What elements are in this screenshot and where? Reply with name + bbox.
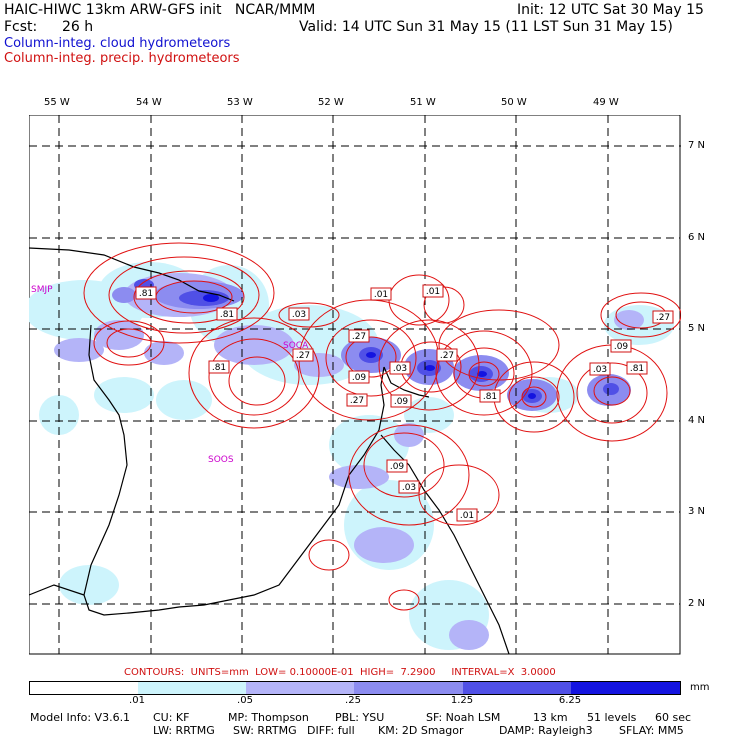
vertical-levels: 51 levels — [587, 711, 637, 724]
pbl-scheme: PBL: YSU — [335, 711, 385, 724]
damping-option: DAMP: Rayleigh3 — [499, 724, 593, 737]
station-soos: SOOS — [208, 455, 234, 465]
forecast-map: .01 .01 .03 .27 .27 .27 .81 .81 .09 .03 … — [29, 115, 681, 655]
contour-label: .27 — [346, 393, 368, 407]
contour-label-text: .27 — [440, 351, 454, 361]
eddy-coefficient-option: KM: 2D Smagor — [378, 724, 464, 737]
contour-label: .09 — [390, 394, 412, 408]
contour-label: .03 — [288, 307, 310, 321]
contour-label-text: .09 — [390, 462, 405, 472]
colorbar-tick: 6.25 — [558, 695, 582, 706]
coastlines — [29, 247, 510, 655]
colorbar — [29, 681, 681, 695]
contour-label: .01 — [422, 284, 444, 298]
contour-label-text: .01 — [460, 511, 474, 521]
lat-label-3n: 3 N — [688, 506, 706, 517]
lon-label-54w: 54 W — [136, 97, 162, 108]
field-precip-label: Column-integ. precip. hydrometeors — [4, 51, 240, 66]
lon-label-51w: 51 W — [410, 97, 436, 108]
contour-label: .81 — [135, 286, 157, 300]
lat-label-4n: 4 N — [688, 415, 706, 426]
contour-label: .81 — [208, 360, 230, 374]
contour-label: .27 — [652, 310, 674, 324]
contour-label: .01 — [456, 508, 478, 522]
init-time: Init: 12 UTC Sat 30 May 15 — [517, 2, 704, 18]
contours-info: CONTOURS: UNITS=mm LOW= 0.10000E-01 HIGH… — [124, 667, 556, 678]
contour-label: .03 — [589, 362, 611, 376]
contour-label-text: .09 — [352, 373, 367, 383]
field-cloud-label: Column-integ. cloud hydrometeors — [4, 36, 231, 51]
contour-label-text: .09 — [394, 397, 409, 407]
contour-label-text: .01 — [374, 290, 388, 300]
colorbar-segment — [354, 682, 463, 694]
contour-label-text: .03 — [402, 483, 416, 493]
contour-label: .01 — [370, 287, 392, 301]
lon-label-53w: 53 W — [227, 97, 253, 108]
station-smjp: SMJP — [31, 285, 53, 295]
grid-spacing: 13 km — [533, 711, 568, 724]
surface-layer-scheme: SFLAY: MM5 — [619, 724, 684, 737]
colorbar-tick: .25 — [345, 695, 361, 706]
forecast-label: Fcst: — [4, 19, 38, 35]
contour-label: .09 — [610, 339, 632, 353]
contour-label: .27 — [292, 348, 314, 362]
diffusion-option: DIFF: full — [307, 724, 355, 737]
colorbar-segment — [246, 682, 354, 694]
cumulus-scheme: CU: KF — [153, 711, 190, 724]
contour-label: .81 — [479, 389, 501, 403]
contour-label-text: .27 — [350, 396, 364, 406]
contour-label-text: .81 — [630, 364, 644, 374]
colorbar-segment — [138, 682, 246, 694]
station-soca: SOCA — [283, 341, 309, 351]
colorbar-tick: .01 — [129, 695, 145, 706]
contour-label: .09 — [386, 459, 408, 473]
contour-label-text: .03 — [593, 365, 607, 375]
microphysics-scheme: MP: Thompson — [228, 711, 309, 724]
lat-label-2n: 2 N — [688, 598, 706, 609]
surface-scheme: SF: Noah LSM — [426, 711, 501, 724]
time-step: 60 sec — [655, 711, 692, 724]
station-labels: SMJP SOCA SOOS — [31, 285, 309, 465]
contour-label: .03 — [398, 480, 420, 494]
contour-label: .81 — [216, 307, 238, 321]
lat-label-6n: 6 N — [688, 232, 706, 243]
contour-label-text: .81 — [212, 363, 226, 373]
cloud-shading — [29, 262, 674, 650]
model-title: HAIC-HIWC 13km ARW-GFS init NCAR/MMM — [4, 2, 316, 18]
lat-lon-grid — [29, 115, 680, 654]
contour-label-text: .27 — [352, 332, 366, 342]
contour-labels: .01 .01 .03 .27 .27 .27 .81 .81 .09 .03 … — [135, 284, 674, 522]
contour-label: .81 — [626, 361, 648, 375]
contour-label-text: .81 — [139, 289, 153, 299]
lon-label-49w: 49 W — [593, 97, 619, 108]
colorbar-segment — [571, 682, 680, 694]
colorbar-segment — [463, 682, 571, 694]
shortwave-scheme: SW: RRTMG — [233, 724, 297, 737]
lat-label-5n: 5 N — [688, 323, 706, 334]
lon-label-50w: 50 W — [501, 97, 527, 108]
lon-label-55w: 55 W — [44, 97, 70, 108]
contour-label: .09 — [348, 370, 370, 384]
contour-label-text: .27 — [656, 313, 670, 323]
contour-label-text: .81 — [220, 310, 234, 320]
model-version: Model Info: V3.6.1 — [30, 711, 131, 724]
colorbar-tick: 1.25 — [450, 695, 474, 706]
contour-label: .03 — [389, 361, 411, 375]
contour-label-text: .81 — [483, 392, 497, 402]
colorbar-units: mm — [690, 682, 710, 693]
lon-label-52w: 52 W — [318, 97, 344, 108]
contour-label-text: .03 — [393, 364, 407, 374]
contour-label-text: .03 — [292, 310, 306, 320]
valid-time: Valid: 14 UTC Sun 31 May 15 (11 LST Sun … — [299, 19, 673, 35]
colorbar-segment — [30, 682, 138, 694]
contour-label: .27 — [348, 329, 370, 343]
contour-label-text: .01 — [426, 287, 440, 297]
forecast-hour: 26 h — [62, 19, 94, 35]
contour-label-text: .09 — [614, 342, 629, 352]
contour-label-text: .27 — [296, 351, 310, 361]
lat-label-7n: 7 N — [688, 140, 706, 151]
colorbar-tick: .05 — [237, 695, 253, 706]
longwave-scheme: LW: RRTMG — [153, 724, 215, 737]
contour-label: .27 — [436, 348, 458, 362]
